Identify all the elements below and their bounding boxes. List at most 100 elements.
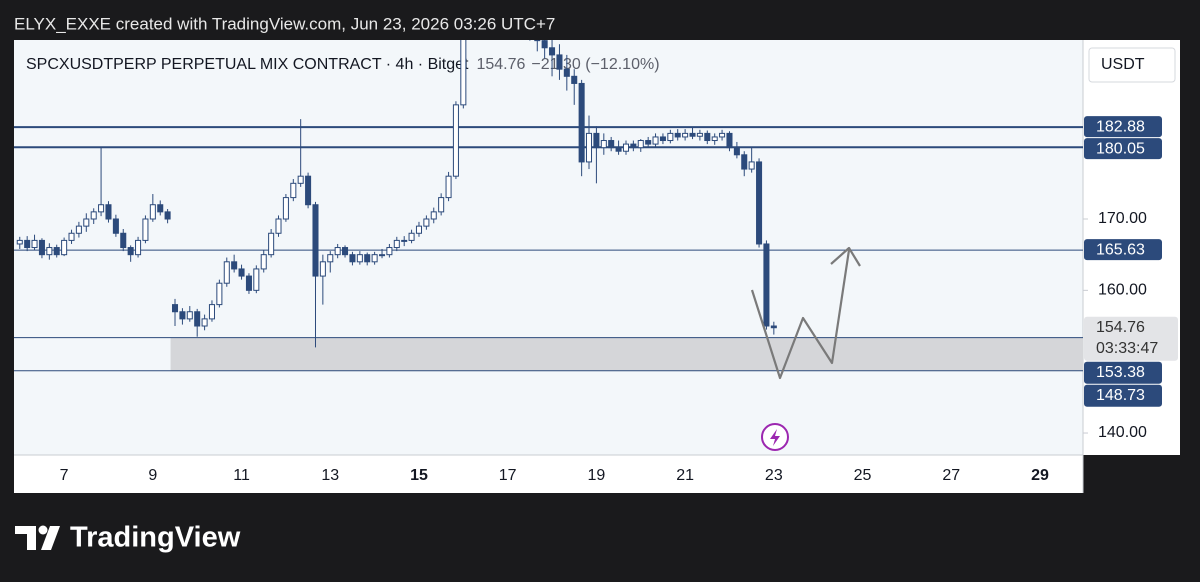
candle-body [305,175,312,206]
candle-body [763,243,770,327]
candle-body [741,154,748,170]
x-tick-label: 7 [60,467,69,484]
candle-body [327,254,334,263]
x-tick-label: 25 [854,467,872,484]
candle-body [696,132,703,137]
candle-body [268,232,275,256]
candle-body [622,143,630,152]
candle-body [260,254,267,270]
candle-body [334,247,341,256]
candle-body [31,239,38,249]
candle-body [319,261,326,277]
x-tick-label: 9 [148,467,157,484]
candle-body [541,40,548,49]
candle-body [379,254,386,257]
y-tick-label: 140.00 [1098,424,1147,441]
currency-box[interactable] [1088,47,1176,83]
candle-body [667,132,674,142]
candle-body [711,136,718,142]
candle-body [563,68,570,77]
candle-body [593,132,600,149]
zone [170,337,1083,371]
candle-body [608,140,615,149]
candle-body [534,40,541,42]
candle-body [275,218,282,234]
candle-body [157,204,164,213]
currency: USDT [1101,56,1145,73]
candle-body [179,311,186,320]
candle-body [53,247,60,256]
price-label: 154.76 [1096,319,1145,336]
zone-label-box [1084,384,1162,407]
candle-body [704,132,711,142]
plot-area [14,40,1083,455]
candle-body [216,282,223,306]
candle-body [68,232,75,241]
x-tick-label: 13 [321,467,339,484]
candle-body [238,268,245,277]
candle-body [719,132,726,138]
time-axis [14,455,1083,493]
candle-body [112,218,119,234]
candle-body [61,239,68,256]
candle-body [186,311,193,320]
candle-body [460,40,467,106]
level-label: 180.05 [1096,140,1145,157]
level-label: 182.88 [1096,118,1145,135]
candle-body [253,268,260,291]
candle-body [756,161,763,245]
candle-body [733,147,740,156]
candle-body [645,140,652,145]
candle-body [16,239,23,245]
candle-body [770,325,777,329]
candle-body [415,225,422,234]
candle-body [208,304,215,320]
candle-body [356,254,363,263]
brand: TradingView [70,522,241,554]
candle-body [386,247,393,256]
candle-body [578,82,585,163]
level-label: 165.63 [1096,241,1145,258]
candle-body [342,247,349,256]
attribution: ELYX_EXXE created with TradingView.com, … [14,14,555,33]
candle-body [120,232,127,249]
zone-label: 148.73 [1096,387,1145,404]
candle-body [652,136,659,145]
candle-body [445,175,452,199]
event-icon[interactable] [761,423,789,451]
candle-body [401,239,408,242]
candle-body [231,261,238,270]
candle-body [98,204,105,213]
axes: 7 9 11 13 15 17 19 21 23 25 27 29 140.00 160.00 170.00… [60,116,1178,484]
symbol: SPCXUSDTPERP PERPETUAL MIX CONTRACT · 4h… [26,56,469,73]
x-tick-label: 15 [410,467,428,484]
candle-body [556,54,563,70]
candle-body [24,239,31,249]
candle-body [75,225,82,234]
candle-body [423,218,430,227]
candle-body [600,140,607,149]
candle-body [689,132,696,137]
candle-body [105,204,112,220]
y-tick-label: 170.00 [1098,210,1147,227]
x-tick-label: 21 [676,467,694,484]
candle-body [371,254,378,263]
candle-body [615,147,622,152]
candle-body [430,211,437,220]
x-tick-label: 19 [588,467,606,484]
candle-body [349,254,356,263]
candle-body [659,136,666,142]
candle-body [127,247,134,256]
price-label: 03:33:47 [1096,340,1158,357]
candle-body [438,197,445,213]
candle-body [149,204,156,220]
projection-drawing[interactable] [750,246,861,380]
candle-body [549,47,556,56]
candle-body [282,197,289,220]
candle-body [38,239,45,256]
legend: SPCXUSDTPERP PERPETUAL MIX CONTRACT · 4h… [26,56,660,73]
candle-body [171,304,179,313]
y-tick-label: 160.00 [1098,282,1147,299]
candle-body [408,232,415,241]
